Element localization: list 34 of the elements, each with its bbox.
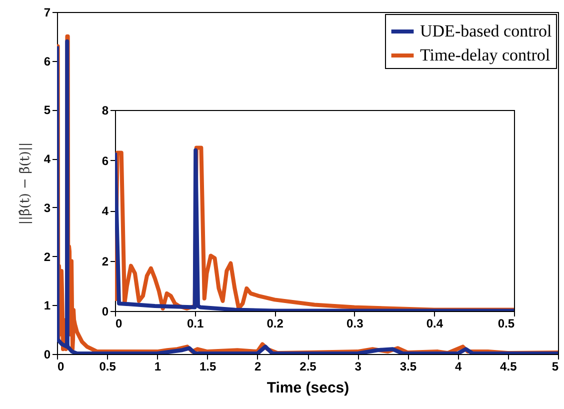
x-tick-label: 0.3 [346, 316, 364, 330]
x-tick-label: 0.2 [266, 316, 284, 330]
y-tick-label: 2 [44, 250, 51, 264]
x-tick-label: 4 [454, 360, 462, 374]
y-axis-title: ||β̂(t) − β̄(t)|| [18, 142, 33, 225]
x-tick-label: 0.5 [498, 316, 515, 330]
x-tick-label: 1 [154, 360, 162, 374]
y-tick-label: 4 [102, 204, 109, 218]
y-tick-label: 0 [44, 348, 51, 362]
x-tick-label: 0.4 [426, 316, 444, 330]
y-tick-label: 2 [102, 254, 109, 268]
x-tick-label: 2 [254, 360, 262, 374]
y-tick-label: 7 [44, 6, 51, 20]
y-tick-label: 3 [44, 200, 51, 215]
x-axis-title: Time (secs) [266, 380, 350, 396]
x-tick-label: 0.1 [186, 316, 204, 330]
y-tick-label: 0 [102, 304, 109, 318]
x-tick-label: 0 [58, 360, 64, 374]
y-tick-label: 6 [102, 154, 109, 168]
y-tick-label: 1 [44, 298, 51, 313]
x-tick-label: 0.5 [99, 360, 116, 374]
x-tick-label: 5 [552, 360, 559, 374]
legend-label: UDE-based control [420, 22, 552, 40]
legend-label: Time-delay control [420, 46, 550, 64]
y-tick-label: 5 [44, 103, 51, 118]
y-tick-label: 6 [44, 54, 51, 68]
x-tick-label: 4.5 [500, 360, 518, 374]
x-tick-label: 3 [354, 360, 362, 374]
y-tick-label: 4 [44, 152, 51, 166]
x-tick-label: 1.5 [199, 360, 216, 374]
x-tick-label: 3.5 [400, 360, 417, 374]
x-tick-label: 0 [116, 316, 122, 330]
y-tick-label: 8 [102, 104, 109, 118]
x-tick-label: 2.5 [300, 360, 317, 374]
